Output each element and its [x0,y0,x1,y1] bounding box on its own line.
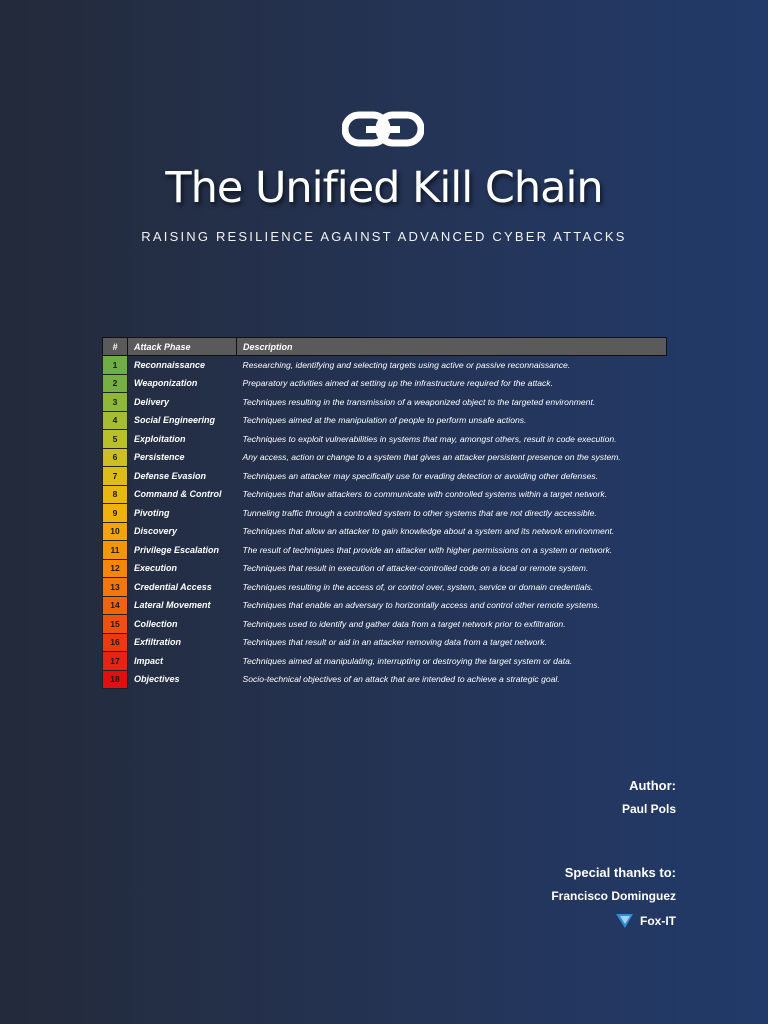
phase-number-cell: 15 [102,614,128,634]
table-row: 5 Exploitation Techniques to exploit vulne… [102,429,667,449]
author-label: Author: [629,778,676,793]
phase-number-cell: 8 [102,484,128,504]
table-row: 16 Exfiltration Techniques that result or … [102,632,667,652]
table-row: 18 Objectives Socio-technical objectives o… [102,669,667,689]
phase-description-cell: Techniques to exploit vulnerabilities in… [242,433,617,444]
table-row: 14 Lateral Movement Techniques that enable… [102,595,667,615]
page-subtitle: RAISING RESILIENCE AGAINST ADVANCED CYBE… [141,229,627,244]
phase-name-cell: Execution [134,563,178,574]
phase-description-cell: Researching, identifying and selecting t… [242,360,571,370]
table-row: 17 Impact Techniques aimed at manipulating… [102,651,667,671]
phase-name-cell: Collection [134,618,178,629]
phase-description-cell: Techniques that result or aid in an atta… [242,637,547,648]
phase-name-cell: Credential Access [134,581,212,592]
phase-number-cell: 7 [102,466,128,486]
phase-description-cell: Techniques an attacker may specifically … [242,470,599,481]
thanks-label: Special thanks to: [564,865,676,880]
table-row: 9 Pivoting Tunneling traffic through a con… [102,503,667,523]
phase-name-cell: Social Engineering [134,415,216,426]
phase-description-cell: Techniques that allow attackers to commu… [242,489,608,500]
thanks-name: Francisco Dominguez [551,889,676,903]
phase-name-cell: Exfiltration [134,637,182,648]
phase-number-cell: 1 [102,355,128,375]
table-row: 4 Social Engineering Techniques aimed at t… [102,410,667,430]
phase-name-cell: Impact [134,655,164,666]
phase-number-cell: 3 [102,392,128,412]
column-header-description: Description [236,337,667,356]
phase-description-cell: Techniques used to identify and gather d… [242,618,566,629]
kill-chain-table: # Attack Phase Description 1 Reconnaissan… [102,337,667,689]
table-row: 7 Defense Evasion Techniques an attacker m… [102,466,667,486]
phase-number-cell: 4 [102,410,128,430]
phase-number-cell: 10 [102,521,128,541]
phase-number-cell: 11 [102,540,128,560]
phase-name-cell: Command & Control [134,489,222,500]
phase-number-cell: 18 [102,669,128,689]
phase-name-cell: Privilege Escalation [134,544,220,555]
phase-number-cell: 6 [102,447,128,467]
phase-name-cell: Delivery [134,396,170,407]
phase-description-cell: Techniques that result in execution of a… [242,563,589,574]
phase-number-cell: 14 [102,595,128,615]
thanks-org: Fox-IT [616,913,676,929]
table-row: 12 Execution Techniques that result in exe… [102,558,667,578]
chain-link-icon [342,111,424,147]
phase-number-cell: 17 [102,651,128,671]
column-header-number: # [102,337,128,356]
phase-number-cell: 13 [102,577,128,597]
phase-description-cell: Tunneling traffic through a controlled s… [242,507,597,518]
phase-name-cell: Objectives [134,674,180,685]
phase-number-cell: 12 [102,558,128,578]
author-name: Paul Pols [621,802,676,816]
phase-description-cell: Techniques resulting in the transmission… [242,396,596,407]
phase-name-cell: Reconnaissance [134,360,206,370]
phase-name-cell: Exploitation [134,433,186,444]
table-row: 15 Collection Techniques used to identify … [102,614,667,634]
phase-description-cell: Techniques resulting in the access of, o… [242,581,594,592]
table-header-row: # Attack Phase Description [102,337,667,356]
phase-number-cell: 2 [102,373,128,393]
phase-description-cell: Preparatory activities aimed at setting … [242,378,553,389]
table-row: 10 Discovery Techniques that allow an atta… [102,521,667,541]
phase-name-cell: Discovery [134,526,178,537]
page-title: The Unified Kill Chain [165,163,603,213]
phase-description-cell: Any access, action or change to a system… [242,452,621,463]
table-row: 13 Credential Access Techniques resulting … [102,577,667,597]
phase-name-cell: Pivoting [134,507,170,518]
phase-description-cell: The result of techniques that provide an… [242,544,613,555]
table-row: 1 Reconnaissance Researching, identifying … [102,355,667,375]
phase-number-cell: 16 [102,632,128,652]
phase-description-cell: Techniques that allow an attacker to gai… [242,526,615,537]
phase-description-cell: Techniques aimed at manipulating, interr… [242,655,573,666]
phase-name-cell: Weaponization [134,378,198,389]
phase-name-cell: Defense Evasion [134,470,207,481]
thanks-org-name: Fox-IT [640,914,676,928]
fox-it-logo-icon [616,914,633,928]
table-row: 3 Delivery Techniques resulting in the tra… [102,392,667,412]
table-row: 8 Command & Control Techniques that allow … [102,484,667,504]
phase-name-cell: Lateral Movement [134,600,211,611]
phase-number-cell: 9 [102,503,128,523]
table-row: 11 Privilege Escalation The result of tech… [102,540,667,560]
column-header-attack-phase: Attack Phase [127,337,237,356]
phase-description-cell: Techniques that enable an adversary to h… [242,600,600,611]
phase-description-cell: Techniques aimed at the manipulation of … [242,415,527,426]
table-row: 6 Persistence Any access, action or change… [102,447,667,467]
phase-description-cell: Socio-technical objectives of an attack … [242,674,560,685]
phase-name-cell: Persistence [134,452,185,463]
table-row: 2 Weaponization Preparatory activities aim… [102,373,667,393]
phase-number-cell: 5 [102,429,128,449]
